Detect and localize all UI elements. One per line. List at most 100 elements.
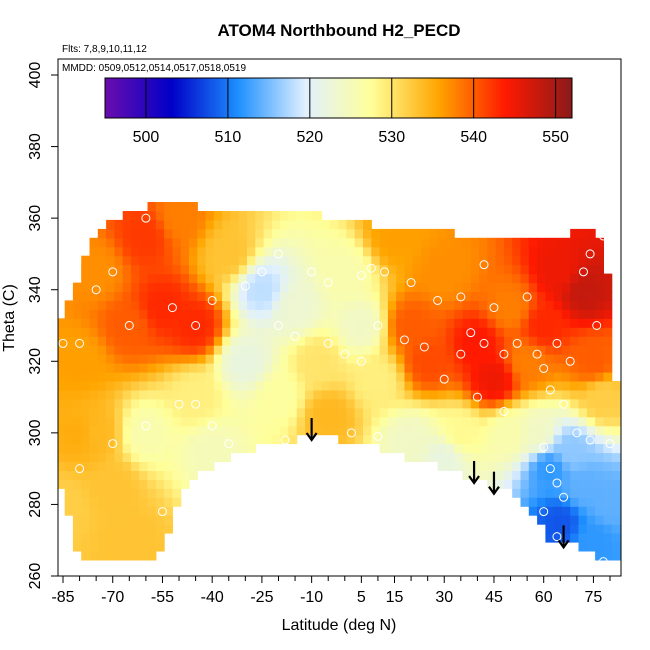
heatmap-cell: [503, 318, 513, 328]
heatmap-cell: [139, 551, 149, 561]
heatmap-cell: [586, 309, 596, 319]
heatmap-cell: [479, 363, 488, 373]
heatmap-cell: [97, 318, 107, 328]
heatmap-cell: [81, 363, 91, 373]
heatmap-cell: [230, 237, 240, 248]
heatmap-cell: [561, 237, 571, 248]
heatmap-cell: [106, 363, 115, 373]
data-point-marker: [399, 335, 409, 345]
heatmap-cell: [155, 434, 165, 445]
heatmap-cell: [131, 389, 140, 400]
heatmap-cell: [72, 398, 82, 409]
heatmap-cell: [445, 461, 455, 471]
heatmap-cell: [595, 255, 604, 266]
heatmap-cell: [479, 372, 488, 382]
heatmap-cell: [263, 291, 273, 301]
heatmap-cell: [346, 389, 356, 400]
heatmap-cell: [147, 219, 157, 230]
heatmap-cell: [412, 237, 422, 248]
heatmap-cell: [189, 327, 198, 337]
heatmap-cell: [379, 264, 389, 275]
heatmap-cell: [338, 416, 348, 427]
heatmap-cell: [553, 461, 563, 471]
heatmap-cell: [180, 219, 190, 230]
heatmap-cell: [611, 506, 621, 516]
heatmap-cell: [570, 372, 580, 382]
heatmap-cell: [213, 300, 223, 310]
heatmap-cell: [122, 389, 132, 400]
heatmap-cell: [412, 309, 422, 319]
heatmap-cell: [321, 345, 331, 355]
heatmap-cell: [131, 506, 140, 516]
heatmap-cell: [114, 282, 124, 293]
heatmap-cell: [404, 309, 414, 319]
heatmap-cell: [487, 452, 497, 462]
heatmap-cell: [586, 479, 596, 489]
heatmap-cell: [114, 542, 124, 552]
heatmap-cell: [321, 219, 331, 230]
heatmap-cell: [172, 381, 182, 391]
heatmap-cell: [247, 255, 256, 266]
heatmap-cell: [205, 336, 215, 346]
heatmap-cell: [603, 461, 613, 471]
heatmap-cell: [470, 345, 480, 355]
heatmap-cell: [520, 345, 530, 355]
heatmap-cell: [363, 345, 372, 355]
heatmap-cell: [379, 398, 389, 409]
heatmap-cell: [470, 372, 480, 382]
heatmap-cell: [64, 398, 74, 409]
heatmap-cell: [396, 327, 406, 337]
heatmap-cell: [329, 381, 339, 391]
y-tick-label: 260: [27, 563, 44, 590]
heatmap-cell: [363, 416, 372, 427]
heatmap-cell: [147, 228, 157, 239]
heatmap-cell: [412, 398, 422, 409]
heatmap-cell: [603, 515, 613, 525]
heatmap-cell: [172, 497, 182, 507]
heatmap-cell: [72, 452, 82, 462]
heatmap-cell: [429, 318, 439, 328]
heatmap-cell: [64, 336, 74, 346]
heatmap-cell: [280, 372, 289, 382]
heatmap-cell: [454, 246, 464, 257]
heatmap-cell: [230, 398, 240, 409]
heatmap-cell: [147, 246, 157, 257]
heatmap-cell: [561, 273, 571, 284]
heatmap-cell: [570, 255, 580, 266]
heatmap-cell: [537, 470, 546, 480]
heatmap-cell: [470, 461, 480, 471]
heatmap-cell: [97, 237, 107, 248]
heatmap-cell: [371, 416, 381, 427]
heatmap-cell: [595, 470, 604, 480]
heatmap-cell: [280, 434, 289, 445]
heatmap-cell: [131, 282, 140, 293]
heatmap-cell: [139, 381, 149, 391]
heatmap-cell: [155, 363, 165, 373]
heatmap-cell: [114, 524, 124, 534]
heatmap-cell: [72, 318, 82, 328]
heatmap-cell: [412, 372, 422, 382]
heatmap-cell: [97, 363, 107, 373]
heatmap-cell: [338, 389, 348, 400]
heatmap-cell: [114, 381, 124, 391]
heatmap-cell: [197, 228, 207, 239]
heatmap-cell: [512, 309, 522, 319]
heatmap-cell: [238, 237, 248, 248]
heatmap-cell: [553, 363, 563, 373]
heatmap-cell: [396, 425, 406, 436]
heatmap-cell: [487, 425, 497, 436]
heatmap-cell: [222, 443, 231, 454]
heatmap-cell: [164, 354, 173, 364]
heatmap-cell: [553, 434, 563, 445]
heatmap-cell: [586, 237, 596, 248]
heatmap-cell: [288, 237, 298, 248]
heatmap-cell: [570, 488, 580, 498]
heatmap-cell: [429, 246, 439, 257]
heatmap-cell: [520, 452, 530, 462]
heatmap-cell: [429, 273, 439, 284]
heatmap-cell: [321, 237, 331, 248]
heatmap-cell: [280, 407, 289, 418]
heatmap-cell: [445, 282, 455, 293]
heatmap-cell: [387, 309, 397, 319]
heatmap-cell: [421, 363, 430, 373]
